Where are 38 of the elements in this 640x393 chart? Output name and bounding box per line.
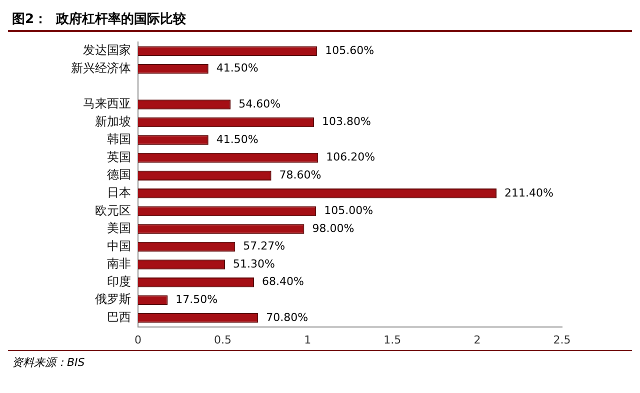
- data-label: 51.30%: [233, 257, 275, 270]
- y-tick-label: 新兴经济体: [71, 61, 131, 76]
- y-tick-label: 新加坡: [95, 114, 131, 128]
- x-tick-label: 0.5: [214, 333, 232, 346]
- data-label: 17.50%: [176, 292, 218, 306]
- y-tick-label: 美国: [107, 221, 131, 236]
- y-tick-label: 中国: [107, 238, 131, 253]
- data-label: 41.50%: [216, 62, 258, 75]
- data-label: 105.60%: [325, 44, 374, 57]
- y-tick-label: 德国: [107, 168, 131, 182]
- data-label: 103.80%: [322, 115, 371, 128]
- data-label: 211.40%: [504, 186, 554, 200]
- text: 资料来源：BIS: [12, 356, 85, 369]
- data-label: 70.80%: [266, 310, 308, 324]
- data-label: 54.60%: [238, 97, 281, 110]
- x-tick-label: 2: [474, 333, 481, 346]
- data-label: 98.00%: [312, 222, 354, 235]
- data-label: 41.50%: [216, 132, 258, 146]
- y-tick-label: 日本: [107, 186, 131, 200]
- x-tick-label: 0: [134, 333, 142, 346]
- y-tick-label: 欧元区: [95, 203, 131, 218]
- y-tick-label: 印度: [107, 274, 131, 288]
- data-label: 57.27%: [243, 240, 286, 253]
- x-tick-label: 1.5: [384, 333, 402, 346]
- y-tick-label: 巴西: [107, 310, 131, 324]
- y-tick-label: 马来西亚: [83, 96, 131, 111]
- data-label: 106.20%: [326, 150, 376, 164]
- x-tick-label: 1: [304, 333, 312, 346]
- data-label: 78.60%: [279, 168, 322, 182]
- data-label: 68.40%: [262, 275, 304, 288]
- y-tick-label: 南非: [107, 256, 131, 271]
- y-tick-label: 俄罗斯: [95, 292, 131, 306]
- y-tick-label: 韩国: [107, 132, 131, 146]
- y-tick-label: 发达国家: [83, 43, 131, 58]
- data-label: 105.00%: [324, 204, 374, 218]
- x-tick-label: 2.5: [553, 333, 571, 346]
- chart-title: 图2： 政府杠杆率的国际比较: [8, 8, 632, 32]
- y-tick-label: 英国: [107, 150, 131, 164]
